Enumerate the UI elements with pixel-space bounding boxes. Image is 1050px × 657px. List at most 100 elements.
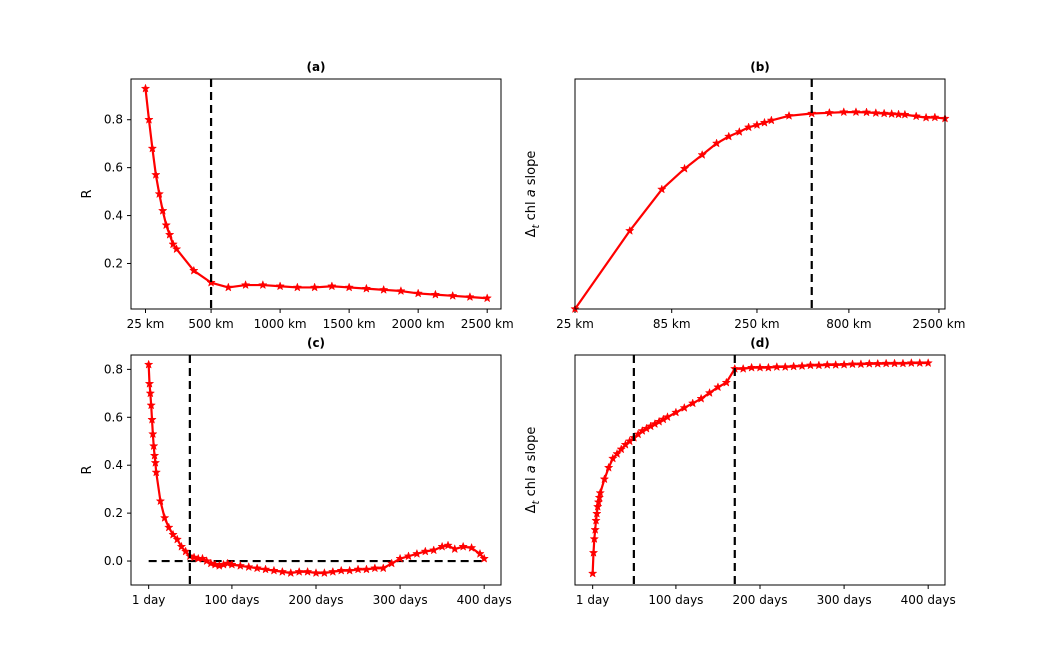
y-tick-label: 0.8 (104, 362, 123, 376)
data-point-marker (197, 553, 208, 563)
x-tick-label: 85 km (653, 317, 691, 331)
data-point-marker (612, 448, 622, 458)
data-point-marker (856, 359, 866, 369)
data-point-marker (679, 163, 690, 173)
data-point-marker (269, 565, 279, 575)
data-point-marker (889, 358, 900, 368)
data-point-marker (482, 293, 492, 303)
data-point-marker (839, 107, 849, 117)
data-point-marker (839, 359, 849, 369)
plot-frame (130, 78, 502, 310)
data-point-marker (475, 548, 485, 558)
data-point-marker (176, 541, 187, 551)
data-point-marker (275, 281, 285, 291)
data-point-marker (206, 558, 216, 568)
data-point-marker (723, 131, 734, 141)
x-tick-label: 1 day (132, 593, 166, 607)
chart-panel-3: (d) Δt chl a slope 1 day 100 days 200 days 30… (524, 336, 956, 607)
data-point-marker (292, 282, 303, 292)
y-axis-label: R (80, 465, 95, 474)
data-point-marker (906, 358, 917, 368)
data-point-marker (189, 265, 199, 275)
data-point-marker (479, 553, 489, 563)
x-tick-label: 25 km (556, 317, 594, 331)
data-point-marker (370, 563, 380, 573)
data-point-marker (336, 565, 347, 575)
data-point-marker (361, 564, 372, 574)
chart-title: (a) (306, 60, 325, 74)
x-tick-label: 500 km (188, 317, 233, 331)
y-axis-label: Δt chl a slope (524, 427, 542, 514)
data-point-marker (824, 107, 835, 117)
data-point-marker (911, 111, 921, 121)
data-point-marker (671, 407, 681, 417)
series-line (591, 361, 929, 574)
data-point-marker (599, 474, 610, 484)
data-point-marker (713, 382, 723, 392)
data-point-marker (243, 562, 254, 572)
data-point-marker (361, 283, 372, 293)
y-axis-label: R (80, 189, 95, 198)
data-point-marker (914, 358, 925, 368)
x-tick-label: 200 days (288, 593, 343, 607)
data-point-marker (258, 280, 268, 290)
data-point-marker (189, 552, 199, 562)
plot-frame (574, 354, 946, 586)
x-tick-label: 2000 km (392, 317, 445, 331)
data-point-marker (766, 115, 777, 125)
x-tick-label: 2500 km (912, 317, 965, 331)
data-point-marker (353, 564, 363, 574)
x-tick-label: 800 km (826, 317, 871, 331)
data-point-marker (144, 114, 154, 124)
data-point-marker (595, 487, 606, 498)
plot-frame (574, 78, 946, 310)
data-point-marker (814, 360, 824, 370)
data-point-marker (784, 110, 794, 120)
data-point-marker (780, 361, 791, 372)
data-point-marker (687, 398, 698, 408)
y-tick-label: 0.4 (104, 458, 123, 472)
data-point-marker (900, 109, 910, 119)
series-line (147, 364, 486, 575)
data-point-marker (328, 566, 338, 576)
y-tick-label: 0.2 (104, 256, 123, 270)
data-point-marker (260, 564, 271, 574)
data-point-marker (420, 546, 431, 556)
x-tick-label: 250 km (734, 317, 779, 331)
y-axis-label: Δt chl a slope (524, 151, 542, 238)
data-point-marker (603, 462, 614, 472)
data-point-marker (147, 143, 158, 153)
data-point-marker (294, 566, 304, 576)
data-point-marker (697, 149, 707, 159)
data-point-marker (154, 188, 165, 199)
x-tick-label: 200 days (732, 593, 787, 607)
data-point-marker (396, 286, 406, 296)
data-point-marker (140, 83, 151, 93)
data-point-marker (168, 239, 178, 249)
data-point-marker (319, 568, 330, 578)
data-point-marker (143, 359, 154, 369)
data-point-marker (222, 558, 233, 568)
data-point-marker (923, 358, 933, 368)
data-point-marker (155, 496, 166, 506)
data-point-marker (879, 108, 889, 118)
y-tick-label: 0.2 (104, 506, 123, 520)
data-point-marker (403, 551, 414, 561)
data-point-marker (157, 205, 168, 215)
data-point-marker (898, 358, 908, 368)
x-tick-label: 2500 km (461, 317, 514, 331)
x-tick-label: 100 days (648, 593, 703, 607)
data-point-marker (180, 546, 191, 556)
data-point-marker (588, 547, 599, 557)
data-point-marker (172, 534, 183, 544)
chart-title: (c) (307, 336, 325, 350)
data-point-marker (458, 541, 468, 551)
data-point-marker (696, 393, 706, 403)
data-point-marker (430, 289, 441, 299)
data-point-marker (772, 361, 782, 372)
data-point-marker (210, 559, 220, 569)
data-point-marker (144, 378, 155, 388)
data-point-marker (465, 292, 475, 302)
data-point-marker (159, 512, 170, 522)
data-point-marker (851, 107, 861, 117)
